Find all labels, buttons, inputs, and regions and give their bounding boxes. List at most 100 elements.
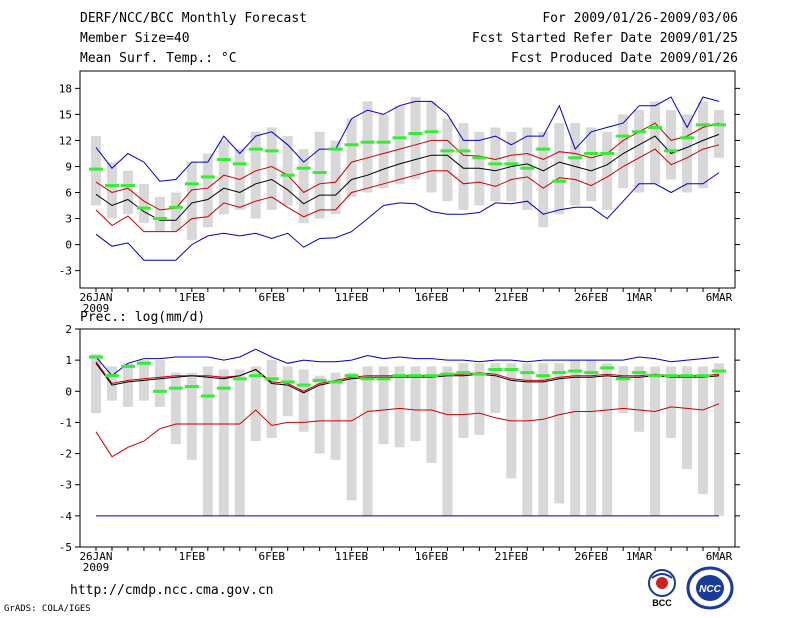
panel2-obs-marker-24	[472, 372, 487, 376]
panel1-box-17	[362, 101, 373, 193]
panel1-obs-marker-15	[328, 147, 343, 151]
panel1-obs-marker-18	[376, 140, 391, 144]
panel1-box-39	[714, 110, 724, 158]
grads-credit: GrADS: COLA/IGES	[4, 604, 91, 614]
panel2-box-10	[250, 366, 261, 442]
bcc-logo: BCC	[648, 569, 676, 608]
panel2-box-6	[186, 372, 197, 460]
panel1-xtick-label: 6FEB	[258, 291, 285, 304]
source-url[interactable]: http://cmdp.ncc.cma.gov.cn	[70, 583, 274, 598]
ncc-logo-text: NCC	[699, 584, 721, 595]
panel1-box-5	[170, 192, 181, 232]
panel1-obs-marker-5	[168, 205, 183, 209]
panel1-obs-marker-29	[552, 179, 567, 183]
panel1-ytick-label: 9	[65, 160, 72, 173]
panel1-box-2	[122, 170, 133, 215]
panel2-xtick-label: 26FEB	[575, 550, 608, 563]
panel1-box-11	[266, 127, 277, 210]
panel1-obs-marker-13	[296, 166, 311, 170]
panel2-box-35	[650, 366, 661, 516]
variable-label: Mean Surf. Temp.: °C	[80, 51, 237, 66]
panel1-xtick-label: 26FEB	[575, 291, 608, 304]
panel1-box-1	[106, 162, 117, 219]
panel1-box-31	[586, 127, 597, 202]
panel1-obs-marker-32	[600, 151, 615, 155]
panel2-ytick-label: -1	[59, 416, 72, 429]
panel2-obs-marker-30	[568, 369, 583, 373]
panel1-upper-extreme-line	[95, 96, 720, 182]
panel2-xtick-label: 21FEB	[495, 550, 528, 563]
panel2-obs-marker-35	[648, 374, 663, 378]
panel1-obs-marker-16	[344, 143, 359, 147]
panel1-obs-marker-36	[664, 149, 679, 153]
panel2-box-30	[570, 360, 581, 516]
panel1-obs-marker-33	[616, 134, 631, 138]
member-size: Member Size=40	[80, 31, 190, 46]
panel1-ytick-label: -3	[59, 265, 72, 278]
panel2-obs-marker-1	[104, 374, 119, 378]
panel2-ytick-label: 2	[65, 323, 72, 336]
panel2-obs-marker-31	[584, 371, 599, 375]
panel2-ytick-label: -4	[59, 510, 73, 523]
panel2-box-34	[634, 366, 645, 432]
panel2-obs-marker-28	[536, 374, 551, 378]
panel1-box-20	[410, 97, 421, 180]
header-right: For 2009/01/26-2009/03/06 Fcst Started R…	[472, 11, 738, 71]
panel2-box-8	[218, 369, 229, 516]
panel1-ytick-label: 3	[65, 213, 72, 226]
panel2-box-23	[458, 363, 469, 438]
panel2-box-39	[714, 363, 724, 516]
panel1-obs-marker-26	[504, 162, 519, 166]
panel2-obs-marker-7	[200, 394, 215, 398]
panel2-box-27	[522, 363, 533, 516]
panel2-obs-marker-26	[504, 367, 519, 371]
panel2-obs-marker-37	[680, 374, 695, 378]
panel2-obs-marker-15	[328, 380, 343, 384]
panel1-box-0	[91, 136, 101, 206]
panel2-obs-marker-38	[696, 374, 711, 378]
panel1-obs-marker-30	[568, 156, 583, 160]
panel1-obs-marker-35	[648, 125, 663, 129]
panel2-box-33	[618, 366, 629, 414]
panel2-obs-marker-22	[440, 372, 455, 376]
panel2-obs-marker-21	[424, 374, 439, 378]
panel1-obs-marker-1	[104, 184, 119, 188]
panel2-obs-marker-36	[664, 374, 679, 378]
panel1-xtick-label: 26JAN	[79, 291, 112, 304]
precip-panel-title: Prec.: log(mm/d)	[80, 310, 205, 325]
panel2-box-25	[490, 363, 501, 414]
panel2-xtick-label: 6MAR	[706, 550, 733, 563]
panel2-obs-marker-32	[600, 366, 615, 370]
panel2-ytick-label: 0	[65, 385, 72, 398]
panel2-box-19	[394, 366, 405, 448]
panel1-obs-marker-34	[632, 130, 647, 134]
ncc-logo: NCC	[686, 566, 734, 610]
panel1-obs-marker-10	[248, 147, 263, 151]
panel2-xtick-label: 26JAN	[79, 550, 112, 563]
panel1-ytick-label: 18	[59, 82, 72, 95]
panel1-obs-marker-6	[184, 182, 199, 186]
panel1-xtick-label: 21FEB	[495, 291, 528, 304]
panel2-xtick-label: 1MAR	[626, 550, 653, 563]
panel1-lower-sd-line	[95, 144, 720, 233]
panel2-box-2	[122, 363, 133, 407]
panel1-box-29	[554, 123, 565, 215]
panel1-obs-marker-31	[584, 151, 599, 155]
panel1-box-21	[426, 101, 437, 193]
panel1-box-38	[698, 101, 709, 189]
panel1-xtick-label: 1MAR	[626, 291, 653, 304]
panel1-box-30	[570, 123, 581, 206]
panel2-box-36	[666, 366, 677, 438]
panel1-obs-marker-14	[312, 171, 327, 175]
panel1-obs-marker-0	[89, 167, 103, 171]
panel2-xtick-label: 16FEB	[415, 550, 448, 563]
panel1-obs-marker-11	[264, 149, 279, 153]
forecast-produced-date: Fcst Produced Date 2009/01/26	[511, 51, 738, 66]
panel2-box-28	[538, 363, 549, 516]
panel2-box-11	[266, 360, 277, 438]
panel1-obs-marker-12	[280, 173, 295, 177]
panel1-box-37	[682, 114, 693, 193]
panel1-obs-marker-4	[152, 217, 167, 221]
panel2-ytick-label: 1	[65, 354, 72, 367]
panel1-box-32	[602, 131, 613, 210]
